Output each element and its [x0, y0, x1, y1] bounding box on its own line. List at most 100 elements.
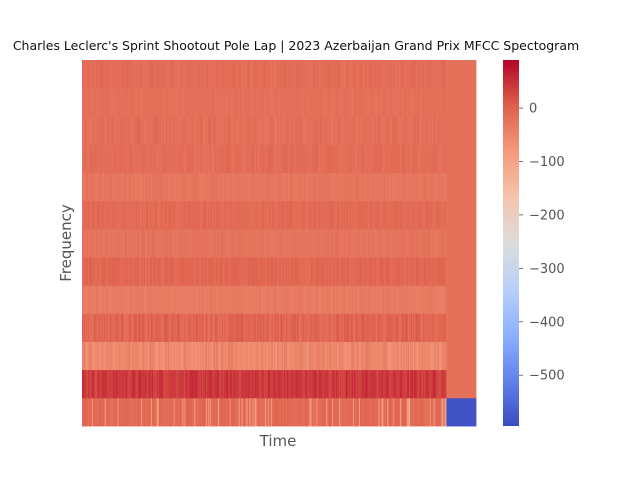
heatmap-cell — [271, 397, 273, 427]
heatmap-cell — [206, 313, 208, 342]
heatmap-cell — [345, 397, 347, 427]
heatmap-cell — [127, 200, 129, 230]
heatmap-cell — [169, 257, 172, 286]
heatmap-cell — [440, 144, 442, 174]
heatmap-cell — [415, 172, 418, 202]
heatmap-cell — [95, 285, 98, 314]
heatmap-cell — [452, 144, 454, 174]
heatmap-cell — [463, 397, 465, 427]
heatmap-cell — [371, 88, 373, 117]
heatmap-cell — [122, 285, 124, 314]
heatmap-cell — [430, 88, 433, 117]
heatmap-cell — [145, 341, 147, 371]
heatmap-cell — [144, 116, 146, 145]
heatmap-cell — [389, 257, 391, 286]
heatmap-cell — [281, 397, 284, 427]
heatmap-cell — [387, 257, 389, 286]
heatmap-cell — [326, 144, 328, 174]
heatmap-cell — [178, 88, 180, 117]
heatmap-cell — [145, 60, 147, 89]
heatmap-cell — [368, 257, 371, 286]
heatmap-cell — [240, 116, 242, 145]
heatmap-cell — [306, 200, 308, 230]
heatmap-cell — [120, 257, 122, 286]
heatmap-cell — [124, 172, 126, 202]
heatmap-cell — [257, 313, 259, 342]
heatmap-cell — [128, 257, 130, 286]
heatmap-cell — [319, 116, 321, 145]
heatmap-cell — [347, 369, 350, 399]
heatmap-cell — [177, 116, 179, 145]
heatmap-cell — [148, 172, 151, 202]
heatmap-cell — [399, 200, 401, 230]
heatmap-cell — [366, 88, 369, 117]
heatmap-cell — [196, 397, 198, 427]
heatmap-cell — [472, 88, 474, 117]
heatmap-cell — [229, 228, 232, 258]
heatmap-cell — [458, 369, 460, 399]
heatmap-cell — [332, 313, 334, 342]
heatmap-cell — [397, 116, 399, 145]
heatmap-cell — [305, 285, 307, 314]
heatmap-cell — [318, 257, 320, 286]
heatmap-cell — [467, 369, 469, 399]
heatmap-cell — [107, 60, 109, 89]
heatmap-cell — [376, 285, 378, 314]
heatmap-cell — [218, 285, 221, 314]
heatmap-cell — [306, 397, 308, 427]
heatmap-cell — [408, 200, 410, 230]
heatmap-cell — [381, 172, 383, 202]
heatmap-cell — [211, 144, 213, 174]
heatmap-cell — [262, 88, 264, 117]
heatmap-cell — [429, 341, 432, 371]
heatmap-cell — [376, 116, 378, 145]
heatmap-cell — [146, 200, 148, 230]
heatmap-cell — [366, 285, 369, 314]
heatmap-cell — [279, 397, 281, 427]
heatmap-cell — [233, 341, 236, 371]
heatmap-cell — [238, 172, 241, 202]
heatmap-cell — [284, 116, 287, 145]
heatmap-cell — [106, 200, 109, 230]
heatmap-cell — [379, 116, 381, 145]
heatmap-cell — [97, 200, 100, 230]
heatmap-cell — [200, 228, 202, 258]
heatmap-cell — [268, 116, 270, 145]
heatmap-cell — [301, 88, 304, 117]
heatmap-cell — [331, 228, 333, 258]
heatmap-cell — [427, 88, 430, 117]
heatmap-cell — [132, 172, 134, 202]
heatmap-cell — [356, 369, 359, 399]
heatmap-cell — [184, 341, 186, 371]
heatmap-cell — [245, 200, 247, 230]
heatmap-cell — [387, 88, 389, 117]
heatmap-cell — [190, 257, 192, 286]
heatmap-cell — [137, 257, 139, 286]
heatmap-cell — [215, 313, 218, 342]
heatmap-cell — [146, 313, 148, 342]
heatmap-cell — [153, 200, 156, 230]
heatmap-cell — [256, 313, 258, 342]
heatmap-cell — [96, 200, 99, 230]
heatmap-cell — [374, 228, 376, 258]
heatmap-cell — [409, 257, 411, 286]
heatmap-cell — [112, 144, 114, 174]
heatmap-cell — [176, 228, 178, 258]
heatmap-cell — [107, 341, 109, 371]
heatmap-cell — [460, 285, 462, 314]
heatmap-cell — [104, 313, 107, 342]
heatmap-cell — [92, 144, 95, 174]
heatmap-cell — [422, 369, 425, 399]
heatmap-cell — [460, 341, 462, 371]
heatmap-cell — [355, 144, 358, 174]
heatmap-cell — [91, 228, 94, 258]
heatmap-cell — [441, 144, 443, 174]
heatmap-cell — [342, 285, 344, 314]
heatmap-cell — [394, 397, 396, 427]
heatmap-cell — [284, 257, 287, 286]
heatmap-cell — [371, 257, 373, 286]
heatmap-cell — [156, 313, 159, 342]
heatmap-cell — [82, 200, 85, 230]
heatmap-cell — [148, 228, 151, 258]
heatmap-cell — [414, 172, 417, 202]
